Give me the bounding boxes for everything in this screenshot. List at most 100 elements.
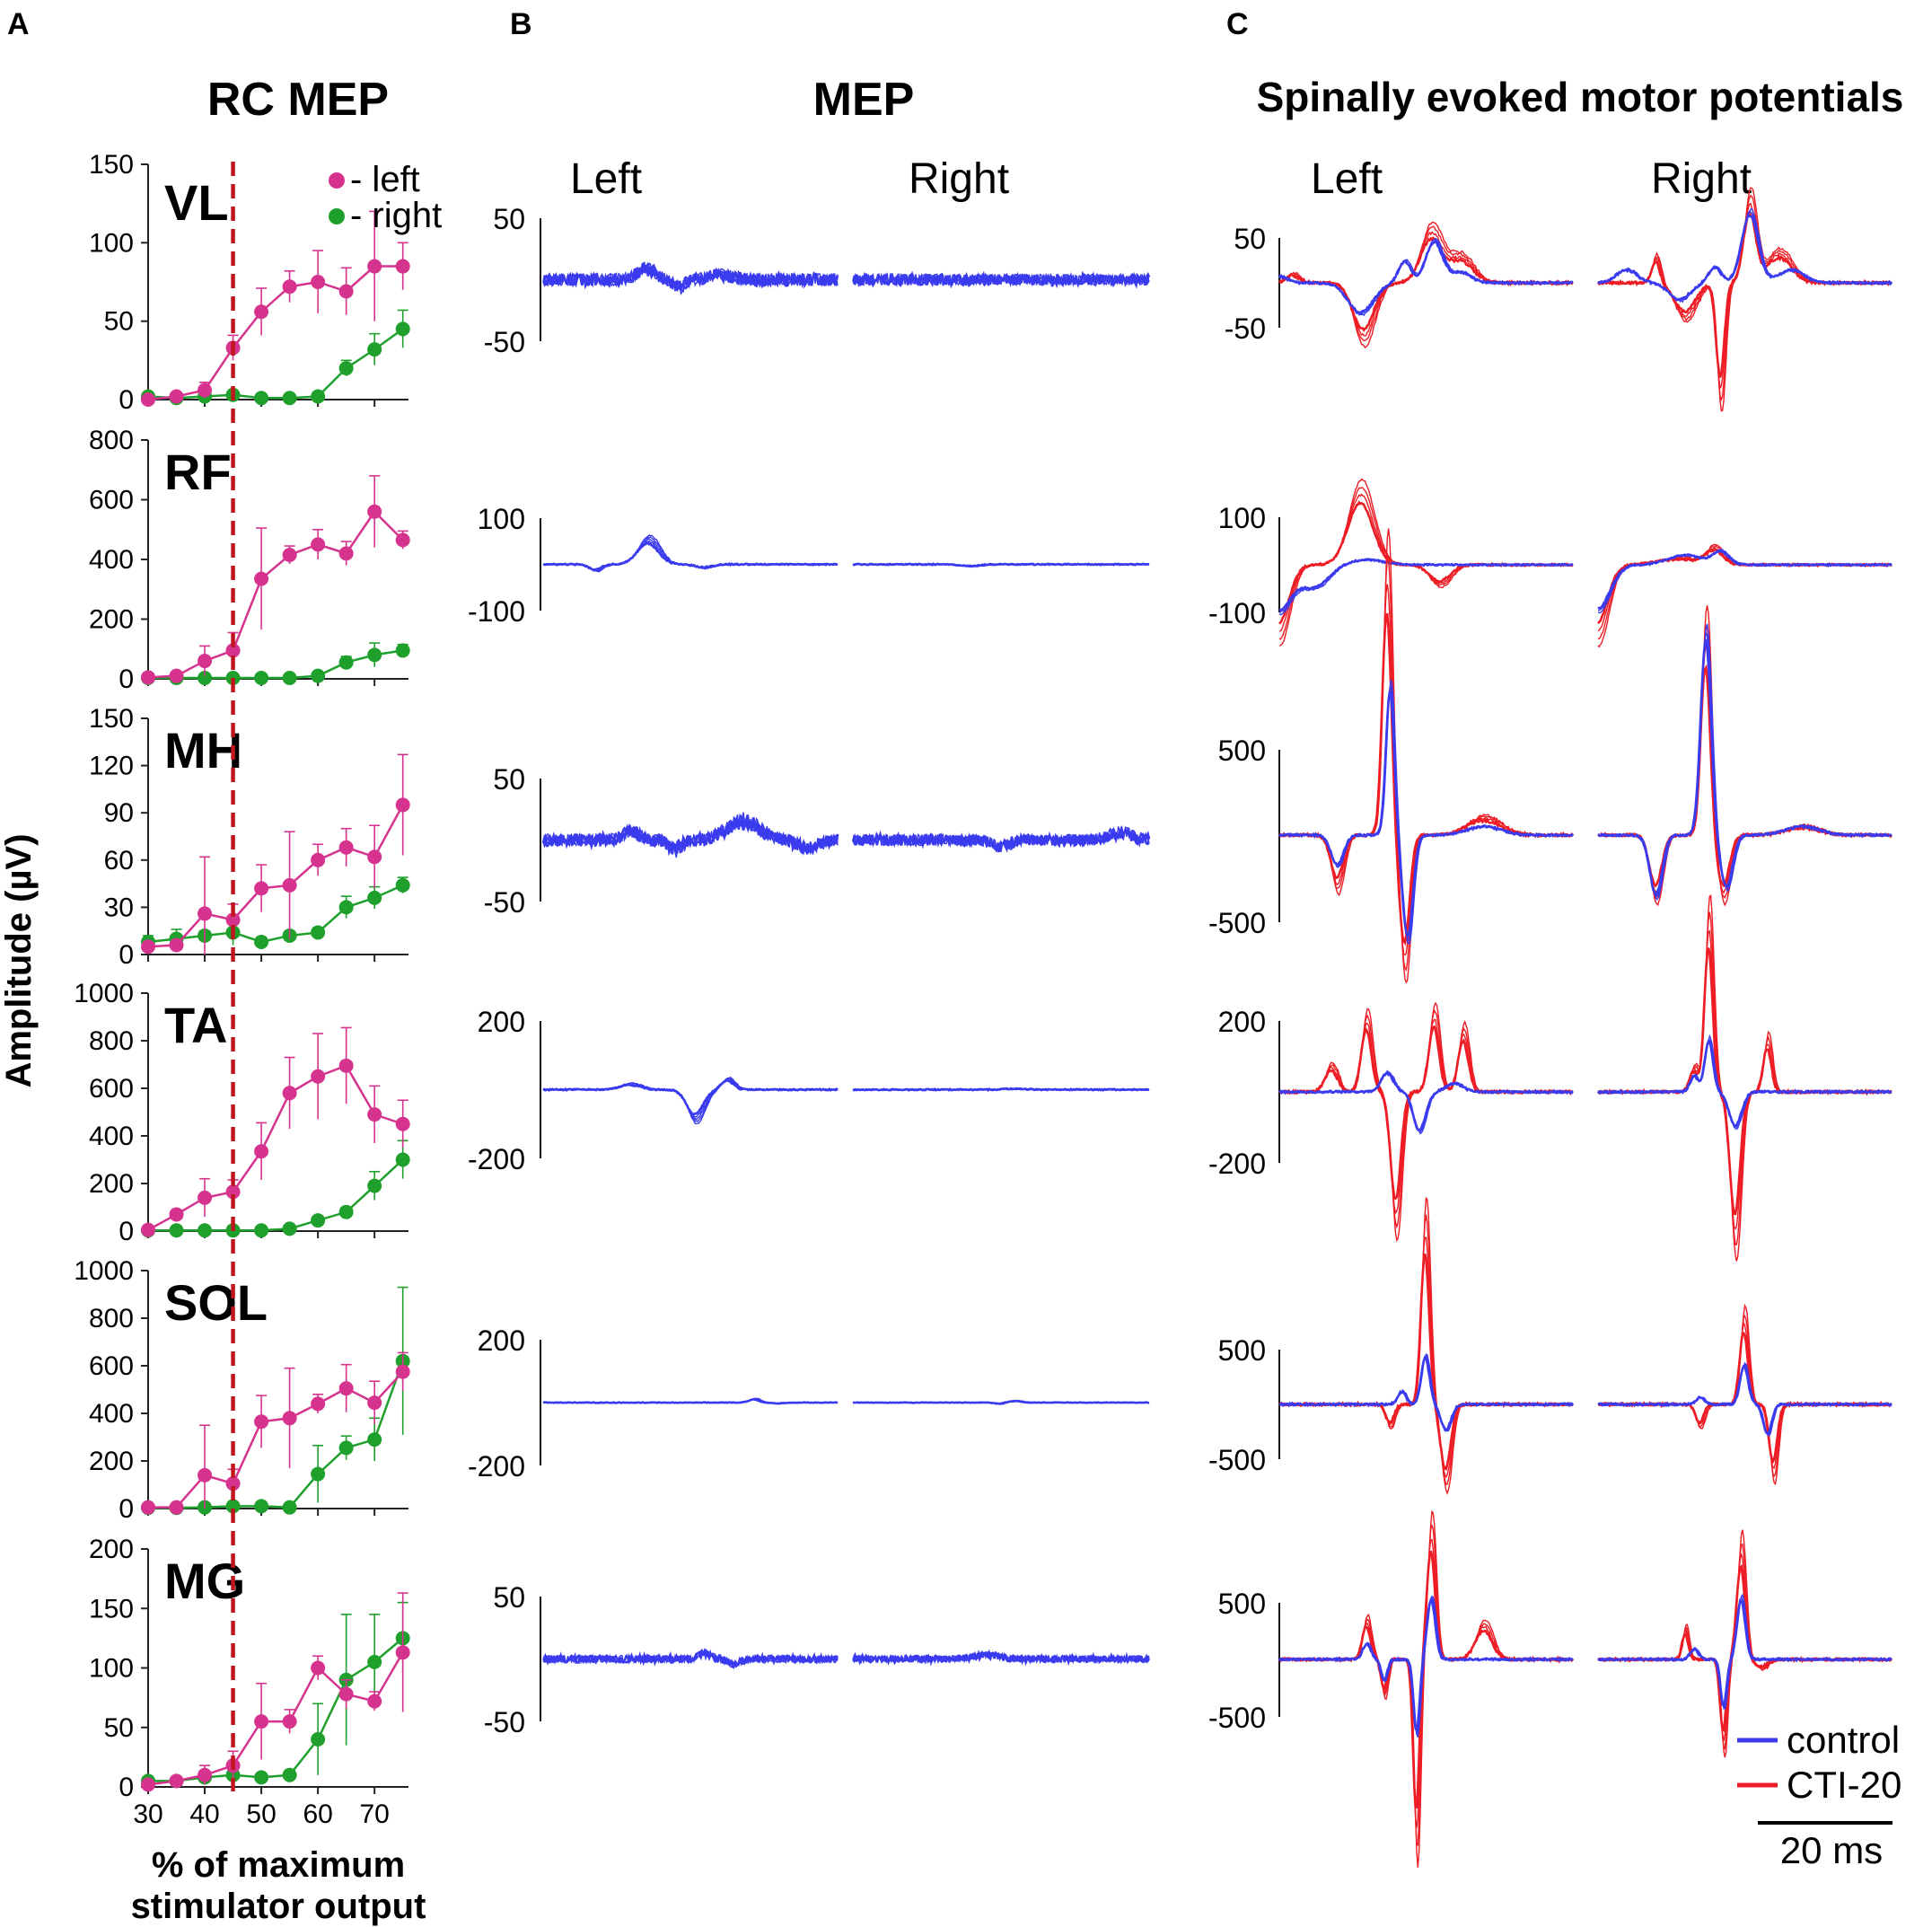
muscle-label-sol: SOL	[164, 1274, 268, 1331]
trace-line	[1278, 238, 1574, 316]
trace-line	[1597, 548, 1892, 625]
y-tick-label: 0	[119, 1217, 134, 1246]
trace-line	[1278, 528, 1574, 984]
mep-left-traces	[542, 261, 839, 296]
mep-traces: 50 -50 100 -100 50 -50 200 -200 200 -200 50 -50	[468, 203, 1151, 1738]
y-tick-label: 0	[119, 1773, 134, 1802]
scale-bottom-label: -50	[484, 326, 525, 358]
data-point	[395, 797, 410, 813]
semp-row-ta: 200 -200	[1208, 894, 1892, 1262]
data-point	[367, 849, 382, 865]
data-point	[338, 655, 354, 670]
cti20-right-traces	[1597, 605, 1893, 907]
series-left	[141, 1351, 410, 1515]
trace-line	[1278, 558, 1574, 616]
data-point	[338, 1204, 354, 1219]
trace-line	[1597, 1552, 1892, 1742]
series-right	[141, 642, 410, 686]
mep-left-traces	[542, 1397, 839, 1405]
trace-line	[542, 534, 839, 573]
data-point	[169, 1223, 184, 1238]
rc-mep-plots: 050100150VL0200400600800RF0306090120150M…	[74, 150, 442, 1926]
trace-line	[1597, 911, 1892, 1245]
trace-line	[1597, 549, 1892, 610]
series-right	[141, 1601, 410, 1789]
scale-bottom-label: -500	[1208, 1702, 1266, 1734]
muscle-label-vl: VL	[164, 174, 229, 231]
trace-line	[852, 272, 1150, 288]
data-point	[169, 389, 184, 404]
panel-c-title: Spinally evoked motor potentials	[1257, 74, 1904, 120]
mep-left-label: Left	[570, 155, 642, 203]
y-tick-label: 400	[89, 1399, 134, 1429]
data-point	[254, 881, 269, 896]
data-point	[198, 654, 213, 669]
data-point	[338, 1686, 354, 1702]
trace-line	[1278, 1539, 1574, 1828]
trace-line	[1278, 685, 1574, 942]
control-left-traces	[1278, 237, 1574, 317]
scale-top-label: 200	[1218, 1006, 1266, 1038]
trace-line	[1597, 630, 1892, 897]
semp-row-mg: 500 -500	[1208, 1509, 1893, 1868]
trace-line	[1278, 1550, 1574, 1809]
cti20-right-traces	[1596, 187, 1892, 412]
y-tick-label: 800	[89, 1026, 134, 1056]
semp-row-vl: 50 -50	[1225, 187, 1893, 412]
data-point	[254, 1499, 269, 1514]
data-point	[367, 342, 382, 357]
data-point	[282, 279, 297, 295]
trace-line	[1597, 544, 1892, 640]
y-tick-label: 0	[119, 1494, 134, 1524]
y-tick-label: 600	[89, 486, 134, 515]
y-tick-label: 30	[104, 893, 134, 922]
data-point	[395, 1645, 410, 1660]
data-point	[395, 259, 410, 274]
trace-line	[1278, 1069, 1574, 1135]
scale-top-label: 200	[478, 1324, 525, 1357]
trace-line	[1597, 929, 1892, 1230]
data-point	[141, 1222, 155, 1237]
trace-line	[852, 1399, 1150, 1405]
trace-line	[1278, 237, 1574, 317]
data-point	[311, 537, 326, 552]
data-point	[367, 1178, 382, 1193]
trace-line	[542, 1078, 839, 1116]
mep-row-sol: 200 -200	[468, 1324, 1150, 1483]
data-point	[254, 1414, 269, 1430]
scale-top-label: 500	[1218, 735, 1266, 767]
series-line	[147, 1064, 404, 1231]
rc-plot-sol: 0 200 400 600 800 1000 SOL	[74, 1256, 410, 1524]
scale-top-label: 100	[478, 503, 525, 535]
data-point	[311, 1213, 326, 1228]
series-line	[148, 1637, 404, 1782]
panel-b-title: MEP	[813, 74, 915, 126]
trace-line	[1597, 1593, 1892, 1711]
series-left	[141, 210, 410, 407]
trace-line	[1596, 947, 1892, 1216]
trace-line	[542, 1397, 839, 1405]
data-point	[338, 1440, 354, 1456]
control-right-traces	[1597, 548, 1892, 614]
panel-a-letter: A	[7, 7, 30, 41]
mep-row-rf: 100 -100	[468, 503, 1150, 628]
scale-top-label: 50	[1234, 223, 1266, 255]
trace-line	[1597, 664, 1893, 888]
mep-right-traces	[852, 562, 1150, 568]
x-tick-label: 70	[359, 1799, 389, 1829]
y-tick-label: 400	[89, 1122, 134, 1151]
data-point	[254, 671, 269, 686]
y-tick-label: 1000	[74, 1256, 134, 1286]
trace-line	[1597, 1363, 1892, 1437]
series-left	[141, 475, 410, 685]
trace-line	[542, 1652, 839, 1669]
semp-left-label: Left	[1311, 155, 1383, 203]
y-tick-label: 200	[89, 1169, 134, 1199]
y-tick-label: 90	[104, 798, 134, 828]
semp-row-rf: 100 -100	[1208, 478, 1892, 648]
series-left	[141, 1026, 410, 1237]
legend-label-cti20: CTI-20	[1787, 1764, 1901, 1806]
